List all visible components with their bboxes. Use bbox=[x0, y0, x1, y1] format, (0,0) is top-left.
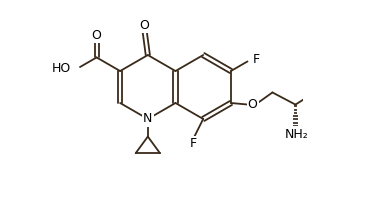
Text: N: N bbox=[143, 112, 153, 125]
Text: O: O bbox=[248, 98, 258, 111]
Text: F: F bbox=[190, 137, 197, 150]
Text: NH₂: NH₂ bbox=[285, 128, 309, 140]
Text: F: F bbox=[252, 53, 259, 66]
Text: O: O bbox=[92, 29, 102, 42]
Text: O: O bbox=[140, 19, 150, 32]
Text: HO: HO bbox=[52, 62, 71, 75]
